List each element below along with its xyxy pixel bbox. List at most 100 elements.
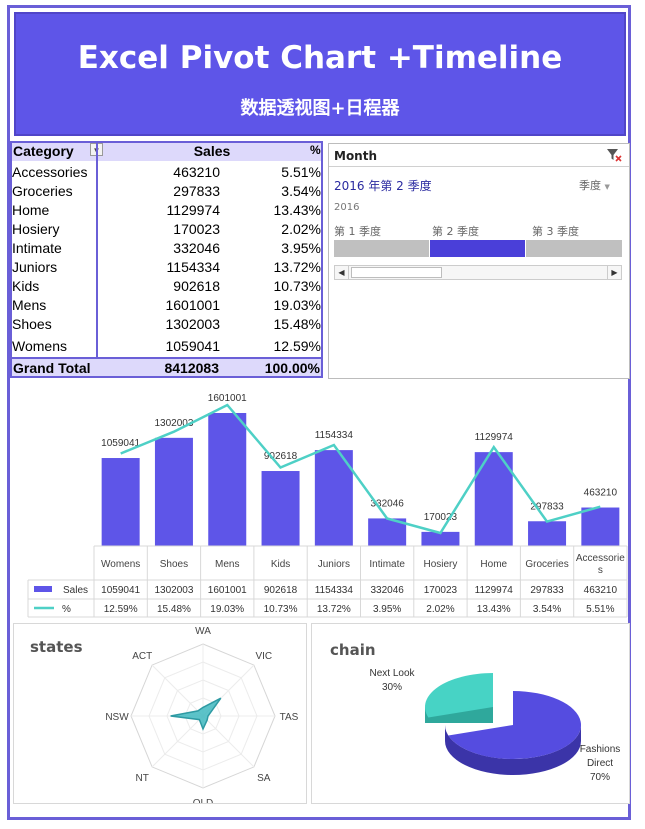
bar-data-label: 463210	[584, 488, 618, 499]
data-table-pct-cell: 3.95%	[373, 604, 401, 615]
timeline-scrollbar[interactable]: ◀ ▶	[334, 265, 622, 280]
pct-legend-label: %	[62, 604, 71, 615]
pivot-pct-cell: 10.73%	[273, 278, 321, 294]
data-table-sales-cell: 1154334	[315, 585, 354, 596]
pivot-sales-cell: 1601001	[165, 297, 220, 313]
timeline-quarter-tile[interactable]	[526, 240, 622, 257]
timeline-quarter-tile[interactable]	[334, 240, 429, 257]
scrollbar-thumb[interactable]	[351, 267, 442, 278]
states-chart-title: states	[30, 638, 83, 656]
data-table-sales-cell: 902618	[264, 585, 298, 596]
data-table-sales-cell: 1129974	[475, 585, 514, 596]
grand-total-row: Grand Total 8412083 100.00%	[10, 357, 323, 378]
dashboard-title: Excel Pivot Chart +Timeline	[77, 40, 563, 76]
pie-slice-next-look[interactable]	[425, 673, 493, 718]
data-table-pct-cell: 13.72%	[317, 604, 351, 615]
radar-chart-svg: WA VIC TAS SA QLD NT NSW ACT	[105, 626, 299, 803]
pivot-category-cell: Kids	[12, 278, 40, 294]
sales-bar[interactable]	[208, 413, 247, 546]
bar-data-label: 332046	[370, 498, 404, 509]
radar-axis-label: ACT	[132, 651, 152, 662]
pie-label-next-look-pct: 30%	[382, 682, 402, 693]
bar-data-label: 1302003	[154, 418, 193, 429]
pivot-pct-cell: 12.59%	[273, 338, 321, 354]
data-table-sales-cell: 170023	[424, 585, 458, 596]
pivot-category-cell: Shoes	[12, 316, 52, 332]
pie-chart-svg: Next Look 30% Fashions Direct 70%	[369, 668, 620, 783]
category-axis-label: Womens	[101, 559, 140, 570]
category-header: Category	[13, 143, 74, 159]
bar-data-label: 1154334	[315, 430, 354, 441]
scroll-right-icon[interactable]: ▶	[607, 266, 621, 279]
category-axis-label: Mens	[215, 559, 239, 570]
category-axis-label: Kids	[271, 559, 290, 570]
scroll-left-icon[interactable]: ◀	[335, 266, 349, 279]
category-axis-label: Groceries	[525, 559, 568, 570]
pie-slice-fashions-direct[interactable]	[448, 691, 581, 759]
pivot-pct-cell: 19.03%	[273, 297, 321, 313]
pivot-sales-cell: 463210	[173, 164, 220, 180]
pivot-pct-cell: 5.51%	[281, 164, 321, 180]
sales-bar[interactable]	[421, 531, 460, 546]
radar-axis-label: TAS	[280, 712, 299, 723]
timeline-header-divider	[329, 166, 629, 167]
category-axis-label: Intimate	[369, 559, 405, 570]
sales-bar[interactable]	[314, 450, 353, 546]
pivot-sales-cell: 1129974	[166, 202, 220, 218]
pct-header: %	[310, 143, 321, 157]
timeline-period-bar[interactable]	[334, 240, 622, 257]
data-table-sales-cell: 332046	[370, 585, 404, 596]
timeline-selection-text: 2016 年第 2 季度	[334, 179, 432, 193]
chain-pie-panel[interactable]: chain Next Look 30% Fashions Direct 70%	[311, 623, 630, 804]
timeline-level-label: 季度	[579, 179, 601, 192]
pie-side-wall	[445, 725, 581, 775]
pct-series-line[interactable]	[120, 403, 601, 535]
pivot-pct-cell: 13.43%	[273, 202, 321, 218]
grand-total-sales: 8412083	[164, 360, 219, 376]
timeline-quarter-tile[interactable]	[430, 240, 525, 257]
bar-data-label: 170023	[424, 512, 458, 523]
radar-spoke	[202, 715, 255, 768]
radar-series-area[interactable]	[170, 697, 222, 731]
bar-data-label: 1129974	[475, 432, 514, 443]
pivot-category-cell: Hosiery	[12, 221, 60, 237]
states-radar-panel[interactable]: states WA VIC TAS SA QLD NT NSW ACT	[13, 623, 307, 804]
bar-data-label: 902618	[264, 451, 298, 462]
pivot-table: Category ▼ Sales % Accessories 463210 5.51…	[10, 141, 323, 378]
title-banner: Excel Pivot Chart +Timeline 数据透视图+日程器	[14, 12, 626, 136]
bar-data-label: 297833	[530, 501, 564, 512]
timeline-title: Month	[334, 149, 378, 163]
pivot-sales-cell: 1154334	[166, 259, 220, 275]
pivot-category-cell: Accessories	[12, 164, 88, 180]
radar-spoke	[151, 664, 204, 717]
category-axis-label: s	[598, 565, 603, 576]
sales-legend-label: Sales	[63, 585, 88, 596]
clear-filter-icon[interactable]	[605, 147, 623, 163]
chevron-down-icon: ▼	[604, 183, 610, 191]
dashboard-subtitle: 数据透视图+日程器	[240, 98, 400, 119]
grand-total-pct: 100.00%	[264, 360, 320, 376]
sales-combo-chart[interactable]: 1059041 1302003 1601001 902618 1154334 332046…	[14, 383, 631, 619]
pie-label-fashions-direct-pct: 70%	[590, 772, 610, 783]
category-axis-label: Hosiery	[423, 559, 457, 570]
pivot-sales-cell: 1059041	[165, 338, 220, 354]
radar-spoke	[151, 715, 204, 768]
category-axis-label: Accessorie	[576, 553, 625, 564]
data-table-pct-cell: 12.59%	[104, 604, 138, 615]
pivot-pct-cell: 15.48%	[273, 316, 321, 332]
sales-bar[interactable]	[101, 458, 140, 546]
timeline-quarter-label-3: 第 3 季度	[532, 225, 579, 238]
values-column-border	[98, 141, 323, 378]
pivot-category-cell: Home	[12, 202, 50, 218]
data-table-sales-cell: 297833	[530, 585, 564, 596]
sales-bar[interactable]	[261, 471, 300, 546]
sales-bar[interactable]	[528, 521, 567, 546]
pivot-pct-cell: 13.72%	[273, 259, 321, 275]
timeline-level-selector[interactable]: 季度 ▼	[579, 177, 610, 193]
data-table-pct-cell: 10.73%	[264, 604, 298, 615]
sales-bar[interactable]	[581, 507, 620, 546]
data-table-sales-cell: 463210	[584, 585, 618, 596]
sales-bar[interactable]	[154, 437, 193, 546]
timeline-slicer[interactable]: Month 2016 年第 2 季度 季度 ▼ 2016 第 1 季度 第 2 …	[328, 143, 630, 379]
category-column-border	[10, 141, 98, 378]
